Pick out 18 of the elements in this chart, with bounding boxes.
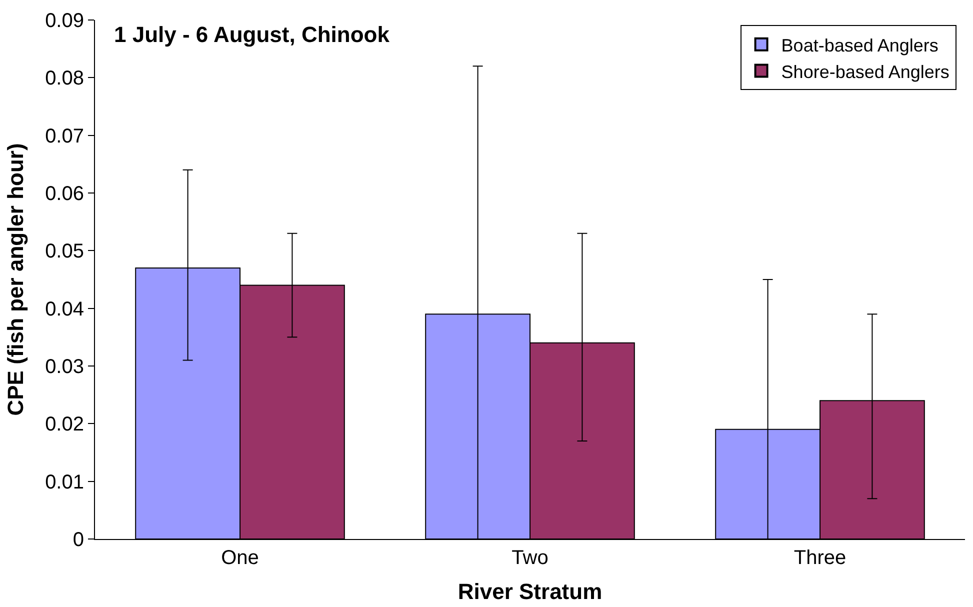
y-tick-label: 0.06 bbox=[45, 183, 84, 205]
y-axis-title: CPE (fish per angler hour) bbox=[2, 143, 28, 416]
y-tick-label: 0.08 bbox=[45, 68, 84, 90]
x-tick-label: Two bbox=[512, 547, 548, 569]
x-tick-label: Three bbox=[794, 547, 846, 569]
y-tick-label: 0.07 bbox=[45, 125, 84, 148]
legend-label: Shore-based Anglers bbox=[781, 62, 950, 82]
chart-title: 1 July - 6 August, Chinook bbox=[114, 22, 390, 47]
y-tick-label: 0.09 bbox=[45, 10, 84, 32]
y-tick-label: 0 bbox=[72, 529, 84, 551]
y-tick-label: 0.05 bbox=[45, 240, 84, 263]
y-tick-label: 0.02 bbox=[45, 414, 84, 436]
x-axis-title: River Stratum bbox=[458, 578, 602, 604]
y-tick-label: 0.01 bbox=[45, 471, 84, 494]
y-tick-label: 0.04 bbox=[45, 298, 84, 320]
y-tick-label: 0.03 bbox=[45, 356, 84, 378]
x-tick-label: One bbox=[221, 547, 259, 569]
legend-label: Boat-based Anglers bbox=[781, 35, 938, 56]
